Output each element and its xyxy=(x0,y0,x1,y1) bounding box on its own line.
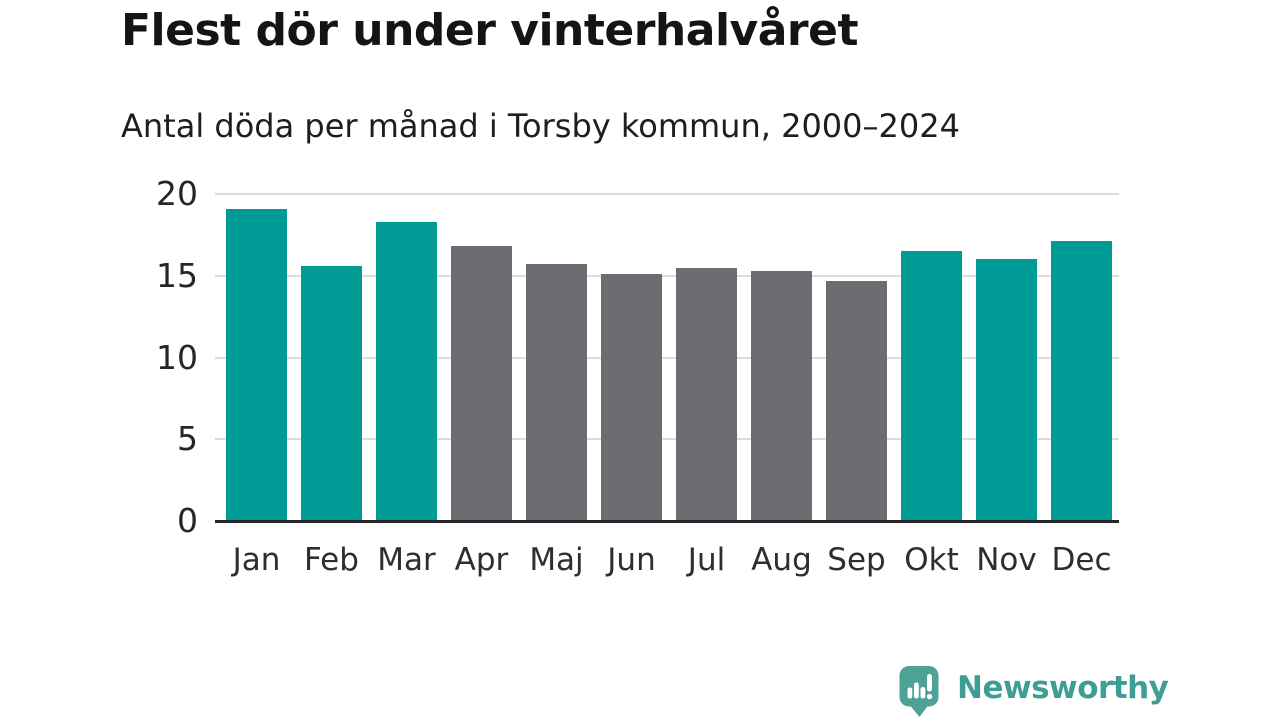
bar-mar xyxy=(376,221,437,521)
bar-feb xyxy=(301,265,362,521)
x-axis-tick-label-okt: Okt xyxy=(904,542,959,578)
y-axis-tick-label-10: 10 xyxy=(156,337,198,377)
x-axis-tick-label-feb: Feb xyxy=(304,542,359,578)
chart-subtitle: Antal döda per månad i Torsby kommun, 20… xyxy=(121,107,960,145)
x-axis-baseline xyxy=(215,520,1119,523)
bar-aug xyxy=(751,270,812,521)
bar-jan xyxy=(226,208,287,521)
x-axis-tick-label-apr: Apr xyxy=(454,542,509,578)
newsworthy-logo-text: Newsworthy xyxy=(957,670,1169,706)
plot-area xyxy=(215,193,1119,523)
logo-exclamation-glyph xyxy=(926,674,933,700)
y-axis-tick-label-15: 15 xyxy=(156,255,198,295)
x-axis-tick-label-jun: Jun xyxy=(607,542,656,578)
speech-bubble-shape xyxy=(899,666,939,717)
x-axis-tick-label-sep: Sep xyxy=(827,542,886,578)
bar-nov xyxy=(976,259,1037,521)
x-axis-tick-label-jan: Jan xyxy=(232,542,281,578)
bar-jul xyxy=(676,267,737,521)
x-axis-tick-label-maj: Maj xyxy=(529,542,584,578)
bar-maj xyxy=(526,264,587,521)
bar-dec xyxy=(1051,241,1112,521)
newsworthy-logo-icon xyxy=(899,666,939,717)
bar-sep xyxy=(826,280,887,521)
y-axis-tick-label-5: 5 xyxy=(177,419,198,459)
x-axis-tick-label-nov: Nov xyxy=(976,542,1037,578)
x-axis-tick-label-aug: Aug xyxy=(751,542,812,578)
bar-okt xyxy=(901,251,962,521)
y-axis-tick-label-0: 0 xyxy=(177,501,198,540)
bar-apr xyxy=(451,246,512,521)
logo-bar-chart-glyph xyxy=(907,682,926,699)
newsworthy-logo: Newsworthy xyxy=(897,663,1169,719)
x-axis-tick-label-jul: Jul xyxy=(687,542,726,578)
gridline-y5 xyxy=(215,438,1119,441)
x-axis-tick-label-mar: Mar xyxy=(377,542,436,578)
gridline-y10 xyxy=(215,356,1119,359)
gridline-y15 xyxy=(215,274,1119,277)
x-axis-tick-label-dec: Dec xyxy=(1051,542,1112,578)
y-axis-tick-label-20: 20 xyxy=(156,174,198,213)
chart-title: Flest dör under vinterhalvåret xyxy=(121,5,858,56)
bar-jun xyxy=(601,274,662,521)
gridline-y20 xyxy=(215,193,1119,195)
